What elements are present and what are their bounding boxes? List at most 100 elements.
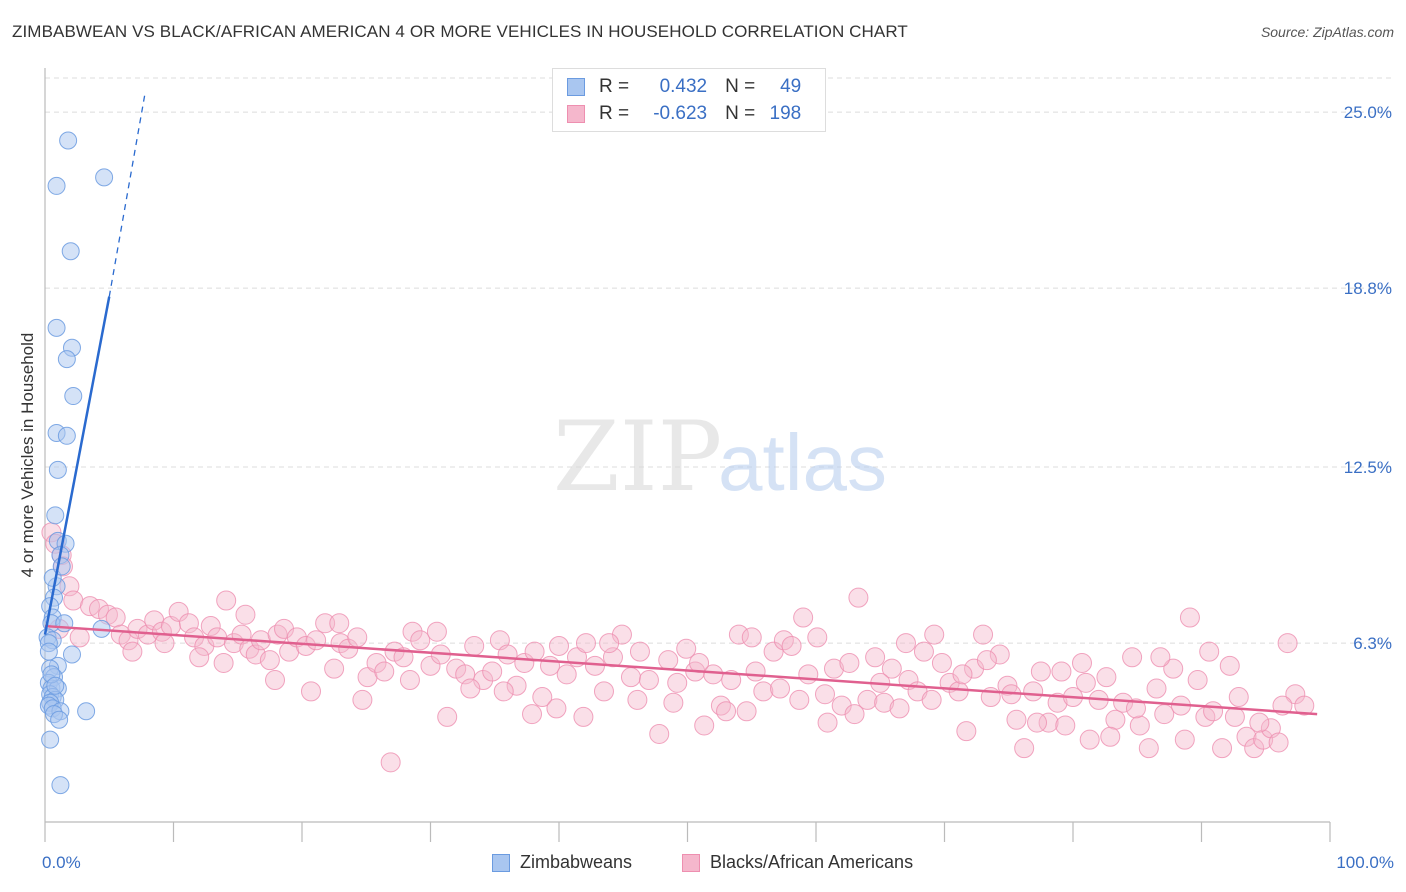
point-black-african-americans bbox=[823, 658, 844, 679]
point-black-african-americans bbox=[781, 635, 802, 656]
r-label: R = bbox=[599, 103, 630, 124]
point-zimbabweans bbox=[47, 176, 66, 195]
y-tick-label: 18.8% bbox=[1344, 279, 1392, 298]
point-black-african-americans bbox=[1199, 641, 1220, 662]
point-zimbabweans bbox=[39, 642, 58, 661]
point-black-african-americans bbox=[300, 681, 321, 702]
point-black-african-americans bbox=[265, 670, 286, 691]
legend-label-zimbabweans: Zimbabweans bbox=[520, 852, 633, 872]
stats-row-zimbabweans: R = 0.432 N = 49 bbox=[567, 74, 801, 100]
point-black-african-americans bbox=[817, 712, 838, 733]
point-black-african-americans bbox=[1125, 698, 1146, 719]
watermark-zip: ZIP bbox=[553, 401, 722, 513]
point-black-african-americans bbox=[437, 706, 458, 727]
point-zimbabweans bbox=[62, 645, 81, 664]
point-black-african-americans bbox=[952, 664, 973, 685]
point-black-african-americans bbox=[857, 689, 878, 710]
point-black-african-americans bbox=[1113, 692, 1134, 713]
point-black-african-americans bbox=[1253, 729, 1274, 750]
point-black-african-americans bbox=[798, 664, 819, 685]
point-black-african-americans bbox=[948, 681, 969, 702]
y-tick-label: 25.0% bbox=[1344, 103, 1392, 122]
point-black-african-americans bbox=[540, 655, 561, 676]
point-black-african-americans bbox=[789, 689, 810, 710]
point-black-african-americans bbox=[306, 630, 327, 651]
point-black-african-americans bbox=[1224, 706, 1245, 727]
point-black-african-americans bbox=[546, 698, 567, 719]
point-black-african-americans bbox=[1154, 704, 1175, 725]
n-value: 49 bbox=[780, 76, 802, 97]
point-black-african-americans bbox=[122, 641, 143, 662]
point-black-african-americans bbox=[506, 675, 527, 696]
point-zimbabweans bbox=[77, 702, 96, 721]
point-black-african-americans bbox=[1014, 738, 1035, 759]
trendline-zimbabweans-extension bbox=[108, 92, 146, 297]
point-black-african-americans bbox=[865, 647, 886, 668]
black-african-americans-swatch bbox=[567, 105, 585, 123]
point-black-african-americans bbox=[667, 672, 688, 693]
point-black-african-americans bbox=[839, 652, 860, 673]
point-black-african-americans bbox=[1138, 738, 1159, 759]
point-black-african-americans bbox=[1219, 655, 1240, 676]
point-black-african-americans bbox=[649, 723, 670, 744]
point-black-african-americans bbox=[848, 587, 869, 608]
point-black-african-americans bbox=[989, 644, 1010, 665]
point-black-african-americans bbox=[663, 692, 684, 713]
legend-item-zimbabweans[interactable]: Zimbabweans bbox=[492, 852, 632, 873]
point-black-african-americans bbox=[1212, 738, 1233, 759]
point-zimbabweans bbox=[55, 614, 74, 633]
point-black-african-americans bbox=[599, 633, 620, 654]
point-black-african-americans bbox=[1105, 709, 1126, 730]
point-black-african-americans bbox=[324, 658, 345, 679]
point-black-african-americans bbox=[1122, 647, 1143, 668]
point-zimbabweans bbox=[46, 676, 65, 695]
point-black-african-americans bbox=[482, 661, 503, 682]
r-value: 0.432 bbox=[659, 76, 708, 97]
point-black-african-americans bbox=[1071, 652, 1092, 673]
point-black-african-americans bbox=[1006, 709, 1027, 730]
point-black-african-americans bbox=[770, 678, 791, 699]
point-black-african-americans bbox=[745, 661, 766, 682]
point-black-african-americans bbox=[213, 652, 234, 673]
point-black-african-americans bbox=[366, 652, 387, 673]
point-black-african-americans bbox=[620, 667, 641, 688]
point-black-african-americans bbox=[259, 650, 280, 671]
point-black-african-americans bbox=[532, 687, 553, 708]
point-black-african-americans bbox=[976, 650, 997, 671]
point-black-african-americans bbox=[426, 621, 447, 642]
trendline-zimbabweans bbox=[43, 296, 111, 635]
point-black-african-americans bbox=[189, 647, 210, 668]
point-black-african-americans bbox=[573, 706, 594, 727]
trendline-black-african-americans bbox=[44, 624, 1318, 716]
point-zimbabweans bbox=[47, 318, 66, 337]
point-black-african-americans bbox=[575, 633, 596, 654]
point-black-african-americans bbox=[881, 658, 902, 679]
point-zimbabweans bbox=[95, 168, 114, 187]
point-black-african-americans bbox=[168, 601, 189, 622]
point-black-african-americans bbox=[267, 624, 288, 645]
point-black-african-americans bbox=[931, 652, 952, 673]
point-black-african-americans bbox=[1268, 732, 1289, 753]
point-zimbabweans bbox=[57, 350, 76, 369]
legend-item-black-african-americans[interactable]: Blacks/African Americans bbox=[682, 852, 913, 873]
point-black-african-americans bbox=[1100, 726, 1121, 747]
point-black-african-americans bbox=[1027, 712, 1048, 733]
point-black-african-americans bbox=[638, 670, 659, 691]
point-black-african-americans bbox=[1023, 681, 1044, 702]
point-black-african-americans bbox=[1051, 661, 1072, 682]
point-zimbabweans bbox=[46, 506, 65, 525]
point-black-african-americans bbox=[1129, 715, 1150, 736]
point-black-african-americans bbox=[154, 633, 175, 654]
point-black-african-americans bbox=[1163, 658, 1184, 679]
point-zimbabweans bbox=[48, 460, 67, 479]
point-black-african-americans bbox=[658, 650, 679, 671]
point-black-african-americans bbox=[629, 641, 650, 662]
n-label: N = bbox=[725, 76, 756, 97]
r-label: R = bbox=[599, 76, 630, 97]
point-black-african-americans bbox=[676, 638, 697, 659]
point-black-african-americans bbox=[721, 670, 742, 691]
bottom-legend: Zimbabweans Blacks/African Americans bbox=[0, 852, 1406, 878]
point-black-african-americans bbox=[627, 689, 648, 710]
zimbabweans-legend-swatch bbox=[492, 853, 510, 872]
n-value: 198 bbox=[769, 103, 802, 124]
